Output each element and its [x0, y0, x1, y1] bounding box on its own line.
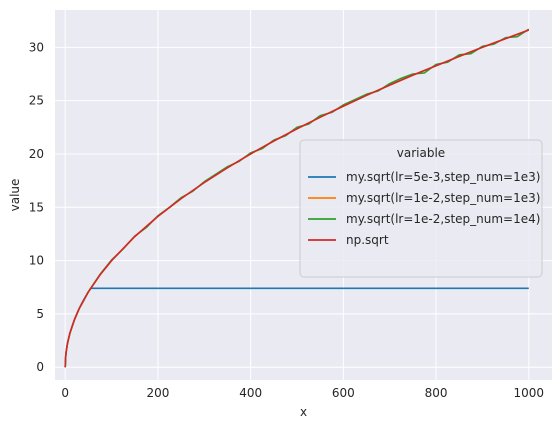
series-line-4	[64, 29, 530, 368]
x-tick-label: 600	[332, 386, 355, 400]
y-axis-label: value	[8, 179, 22, 212]
legend-box	[299, 139, 543, 278]
legend-label: my.sqrt(lr=5e-3,step_num=1e3)	[346, 170, 540, 184]
y-tick-label: 30	[29, 40, 44, 54]
x-tick-label: 800	[425, 386, 448, 400]
y-tick-label: 5	[36, 307, 44, 321]
x-tick-label: 200	[146, 386, 169, 400]
x-tick-label: 0	[61, 386, 69, 400]
series-layer	[64, 28, 530, 368]
y-tick-label: 20	[29, 147, 44, 161]
legend-label: np.sqrt	[346, 233, 389, 247]
tick-labels: 0 200 400 600 800 1000 0 5 10 15 20 25 30	[29, 40, 544, 400]
y-tick-label: 10	[29, 254, 44, 268]
legend-title: variable	[397, 146, 445, 160]
y-tick-label: 0	[36, 360, 44, 374]
legend-label: my.sqrt(lr=1e-2,step_num=1e4)	[346, 212, 540, 226]
x-axis-label: x	[300, 405, 307, 419]
y-tick-label: 15	[29, 200, 44, 214]
legend-entries: my.sqrt(lr=5e-3,step_num=1e3) my.sqrt(lr=…	[308, 170, 540, 247]
x-tick-label: 400	[239, 386, 262, 400]
legend-label: my.sqrt(lr=1e-2,step_num=1e3)	[346, 191, 540, 205]
y-tick-label: 25	[29, 94, 44, 108]
x-tick-label: 1000	[514, 386, 545, 400]
legend: variable my.sqrt(lr=5e-3,step_num=1e3)my…	[299, 139, 543, 278]
